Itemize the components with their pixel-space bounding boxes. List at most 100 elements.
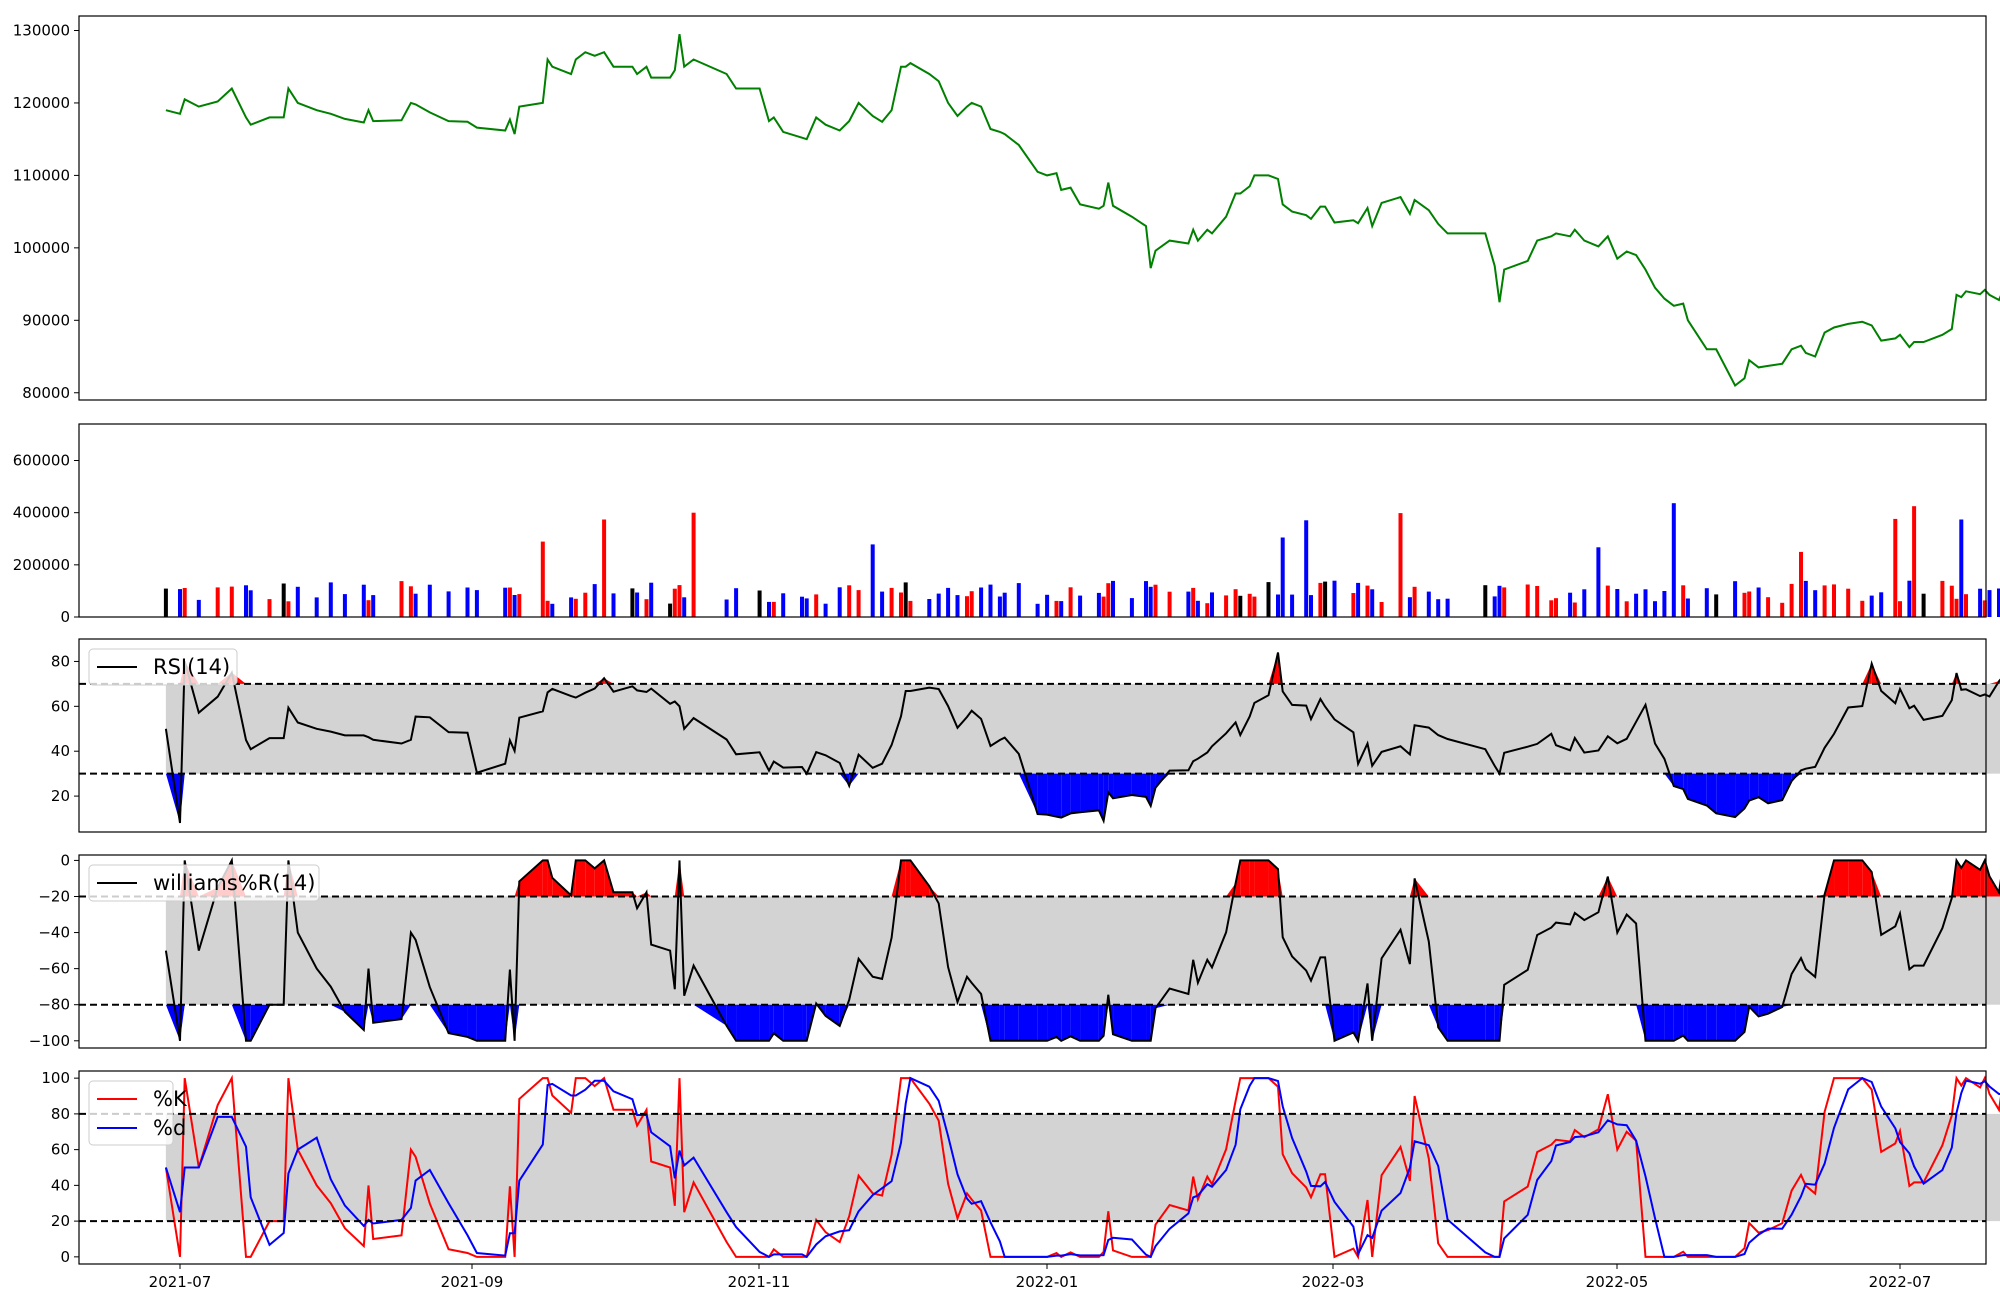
oversold-fill bbox=[1438, 1004, 1448, 1041]
overbought-fill bbox=[1871, 663, 1882, 684]
volume-bar bbox=[804, 598, 809, 617]
panel-price: 80000 90000 100000 110000 120000 130000 bbox=[13, 15, 2000, 402]
volume-bar bbox=[1624, 601, 1629, 617]
volume-bar bbox=[1304, 520, 1309, 617]
volume-bar bbox=[899, 592, 903, 617]
volume-bar bbox=[1016, 583, 1021, 617]
volume-bar bbox=[583, 592, 588, 617]
x-tick-label: 2022-05 bbox=[1586, 1273, 1649, 1291]
volume-bar bbox=[427, 584, 432, 617]
volume-bar bbox=[1964, 594, 1968, 617]
volume-bar bbox=[814, 594, 819, 617]
volume-bar bbox=[1789, 583, 1794, 617]
volume-bar bbox=[1144, 581, 1148, 617]
volume-bar bbox=[997, 596, 1002, 617]
volume-bar bbox=[771, 601, 776, 617]
volume-bar bbox=[1436, 599, 1441, 617]
oversold-fill bbox=[1131, 1004, 1147, 1041]
volume-bar bbox=[1747, 591, 1752, 617]
panel-williams: −100 −80 −60 −40 −20 0 williams%R(14) bbox=[29, 851, 2000, 1050]
x-tick-label: 2022-01 bbox=[1016, 1273, 1079, 1291]
volume-bar bbox=[399, 581, 404, 617]
volume-bar bbox=[1412, 586, 1417, 617]
volume-bar bbox=[1266, 582, 1271, 617]
volume-bar bbox=[1332, 580, 1337, 617]
volume-bar bbox=[1167, 591, 1172, 617]
oversold-fill bbox=[1056, 773, 1062, 818]
overbought-fill bbox=[1956, 860, 1962, 897]
volume-bar bbox=[635, 592, 640, 617]
oversold-fill bbox=[1367, 1004, 1373, 1041]
volume-bar bbox=[668, 603, 673, 617]
volume-bar bbox=[1535, 586, 1540, 617]
y-tick-label-rsi: 20 bbox=[51, 787, 70, 805]
oversold-fill bbox=[1494, 1004, 1500, 1041]
volume-bar bbox=[1907, 580, 1912, 617]
volume-bar bbox=[1445, 598, 1450, 617]
y-tick-label-price: 80000 bbox=[22, 384, 70, 402]
legend-box bbox=[88, 648, 238, 686]
volume-bar bbox=[1323, 581, 1328, 617]
volume-bar bbox=[908, 600, 913, 617]
volume-bar bbox=[1502, 587, 1507, 617]
legend-label: %K bbox=[153, 1087, 188, 1111]
volume-bar bbox=[1671, 503, 1676, 617]
legend: %K %d bbox=[88, 1080, 188, 1146]
volume-bar bbox=[1370, 589, 1375, 617]
oversold-fill bbox=[1018, 773, 1038, 814]
volume-bar bbox=[1035, 603, 1040, 617]
volume-bar bbox=[1407, 597, 1412, 617]
y-tick-label-price: 110000 bbox=[13, 166, 70, 184]
volume-bar bbox=[1987, 590, 1992, 617]
volume-bar bbox=[1002, 592, 1007, 617]
legend: RSI(14) bbox=[88, 648, 238, 686]
oversold-fill bbox=[1768, 773, 1783, 804]
oversold-fill bbox=[1645, 1004, 1655, 1041]
volume-bar bbox=[1954, 598, 1959, 617]
y-tick-label-volume: 400000 bbox=[13, 504, 70, 522]
volume-bar bbox=[1822, 585, 1827, 617]
oversold-fill bbox=[1056, 1004, 1062, 1041]
volume-bar bbox=[592, 584, 597, 617]
volume-bar bbox=[1832, 584, 1836, 617]
volume-bar bbox=[1733, 581, 1738, 617]
oversold-fill bbox=[726, 1004, 737, 1041]
volume-bar bbox=[1568, 592, 1573, 617]
volume-bar bbox=[1959, 519, 1964, 617]
rsi-line bbox=[164, 652, 2000, 825]
oversold-fill bbox=[1499, 1004, 1505, 1041]
oversold-fill bbox=[1735, 773, 1745, 818]
volume-bar bbox=[1426, 591, 1431, 617]
volume-bar bbox=[936, 593, 941, 617]
volume-bar bbox=[1379, 602, 1384, 617]
volume-bar bbox=[946, 587, 951, 617]
y-tick-label-williams: −100 bbox=[29, 1032, 70, 1050]
volume-bar bbox=[1605, 585, 1610, 617]
oversold-fill bbox=[802, 1004, 807, 1041]
volume-bar bbox=[1596, 547, 1601, 617]
oversold-fill bbox=[1070, 1004, 1081, 1041]
volume-bar bbox=[550, 603, 555, 617]
volume-bar bbox=[1238, 595, 1243, 617]
oversold-fill bbox=[1037, 1004, 1048, 1041]
x-tick-label: 2022-03 bbox=[1302, 1273, 1365, 1291]
volume-bar bbox=[1186, 591, 1191, 617]
y-tick-label-price: 130000 bbox=[13, 21, 70, 39]
volume-bar bbox=[800, 596, 804, 617]
volume-bar bbox=[281, 583, 286, 617]
oversold-fill bbox=[1687, 773, 1707, 806]
y-tick-label-rsi: 40 bbox=[51, 742, 70, 760]
oversold-fill bbox=[1018, 1004, 1038, 1041]
volume-bar bbox=[649, 582, 654, 617]
volume-bar bbox=[474, 590, 479, 617]
overbought-fill bbox=[1848, 860, 1863, 897]
volume-bar bbox=[767, 601, 771, 617]
y-tick-label-volume: 600000 bbox=[13, 452, 70, 470]
oversold-fill bbox=[1664, 1004, 1674, 1041]
oversold-fill bbox=[773, 1004, 784, 1041]
volume-bar bbox=[1940, 580, 1945, 617]
oversold-fill bbox=[1004, 1004, 1019, 1041]
volume-bar bbox=[602, 519, 607, 617]
volume-bar bbox=[1210, 592, 1214, 617]
volume-bar bbox=[229, 586, 234, 617]
